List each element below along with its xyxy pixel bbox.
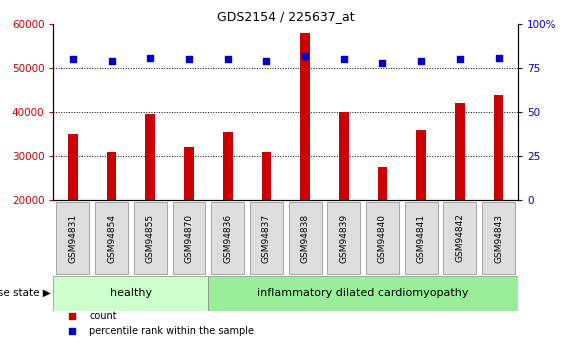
- Text: GSM94837: GSM94837: [262, 214, 271, 263]
- Text: GSM94870: GSM94870: [185, 214, 194, 263]
- Point: [146, 55, 155, 60]
- Point: [301, 53, 310, 59]
- FancyBboxPatch shape: [172, 201, 205, 275]
- Text: GSM94854: GSM94854: [107, 214, 116, 263]
- Point: [68, 57, 77, 62]
- FancyBboxPatch shape: [327, 201, 360, 275]
- Text: GSM94840: GSM94840: [378, 214, 387, 263]
- Bar: [455, 104, 464, 200]
- Bar: [68, 134, 78, 200]
- FancyBboxPatch shape: [405, 201, 437, 275]
- Text: GSM94839: GSM94839: [339, 214, 348, 263]
- Bar: [262, 152, 271, 200]
- Title: GDS2154 / 225637_at: GDS2154 / 225637_at: [217, 10, 355, 23]
- Bar: [184, 147, 194, 200]
- Point: [185, 57, 194, 62]
- FancyBboxPatch shape: [134, 201, 167, 275]
- FancyBboxPatch shape: [482, 201, 515, 275]
- Point: [339, 57, 348, 62]
- Point: [107, 58, 116, 64]
- Bar: [339, 112, 348, 200]
- FancyBboxPatch shape: [211, 201, 244, 275]
- Bar: [107, 152, 117, 200]
- Text: inflammatory dilated cardiomyopathy: inflammatory dilated cardiomyopathy: [257, 288, 469, 298]
- Point: [455, 57, 464, 62]
- Legend: count, percentile rank within the sample: count, percentile rank within the sample: [59, 307, 258, 340]
- Bar: [208, 276, 518, 310]
- Text: GSM94842: GSM94842: [455, 214, 464, 263]
- Bar: [378, 167, 387, 200]
- FancyBboxPatch shape: [250, 201, 283, 275]
- Text: GSM94838: GSM94838: [301, 214, 310, 263]
- FancyBboxPatch shape: [56, 201, 90, 275]
- Text: GSM94855: GSM94855: [146, 214, 155, 263]
- Text: healthy: healthy: [110, 288, 152, 298]
- Bar: [145, 114, 155, 200]
- Point: [417, 58, 426, 64]
- Point: [262, 58, 271, 64]
- FancyBboxPatch shape: [289, 201, 321, 275]
- Bar: [53, 276, 208, 310]
- Text: disease state ▶: disease state ▶: [0, 288, 51, 298]
- Bar: [417, 130, 426, 200]
- Text: GSM94841: GSM94841: [417, 214, 426, 263]
- FancyBboxPatch shape: [444, 201, 476, 275]
- FancyBboxPatch shape: [366, 201, 399, 275]
- Bar: [494, 95, 503, 200]
- Bar: [300, 33, 310, 200]
- Bar: [223, 132, 233, 200]
- Text: GSM94843: GSM94843: [494, 214, 503, 263]
- Point: [494, 55, 503, 60]
- Text: GSM94831: GSM94831: [68, 214, 77, 263]
- Point: [378, 60, 387, 66]
- Point: [223, 57, 232, 62]
- Text: GSM94836: GSM94836: [223, 214, 232, 263]
- FancyBboxPatch shape: [95, 201, 128, 275]
